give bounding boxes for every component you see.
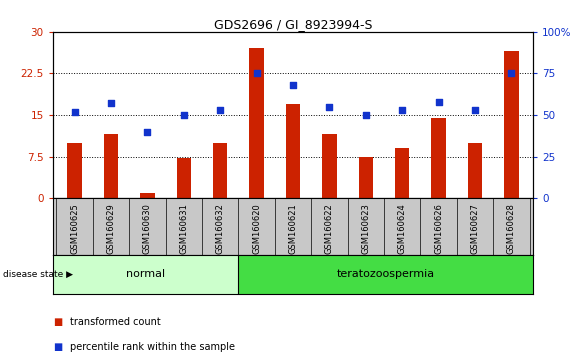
Text: GSM160628: GSM160628 [507, 203, 516, 254]
Bar [395, 148, 410, 198]
Text: GSM160627: GSM160627 [471, 203, 479, 254]
Bar [67, 143, 82, 198]
Bar [53, 255, 237, 294]
Bar [468, 143, 482, 198]
Text: GSM160623: GSM160623 [362, 203, 370, 254]
Bar [237, 255, 533, 294]
Point [471, 107, 480, 113]
Point [434, 99, 443, 104]
Point [216, 107, 225, 113]
Point [288, 82, 298, 88]
Bar [249, 48, 264, 198]
Text: ■: ■ [53, 342, 62, 352]
Bar [504, 51, 519, 198]
Text: GSM160631: GSM160631 [179, 203, 188, 254]
Text: normal: normal [125, 269, 165, 279]
Point [397, 107, 407, 113]
Text: GSM160622: GSM160622 [325, 203, 334, 253]
Bar [213, 143, 227, 198]
Bar [322, 135, 337, 198]
Text: GSM160620: GSM160620 [252, 203, 261, 253]
Text: GSM160624: GSM160624 [398, 203, 407, 253]
Bar [286, 104, 300, 198]
Bar [431, 118, 446, 198]
Point [143, 129, 152, 135]
Text: GSM160632: GSM160632 [216, 203, 224, 254]
Bar [104, 135, 118, 198]
Text: GSM160621: GSM160621 [288, 203, 298, 253]
Point [325, 104, 334, 110]
Text: disease state ▶: disease state ▶ [3, 270, 73, 279]
Point [70, 109, 79, 115]
Point [361, 112, 370, 118]
Text: GSM160626: GSM160626 [434, 203, 443, 254]
Text: GSM160629: GSM160629 [107, 203, 115, 253]
Bar [140, 193, 155, 198]
Title: GDS2696 / GI_8923994-S: GDS2696 / GI_8923994-S [214, 18, 372, 31]
Text: ■: ■ [53, 317, 62, 327]
Text: percentile rank within the sample: percentile rank within the sample [70, 342, 236, 352]
Point [507, 71, 516, 76]
Text: transformed count: transformed count [70, 317, 161, 327]
Bar [359, 156, 373, 198]
Point [252, 71, 261, 76]
Text: GSM160625: GSM160625 [70, 203, 79, 253]
Point [179, 112, 189, 118]
Text: teratozoospermia: teratozoospermia [336, 269, 434, 279]
Text: GSM160630: GSM160630 [143, 203, 152, 254]
Bar [176, 158, 191, 198]
Point [106, 101, 115, 106]
